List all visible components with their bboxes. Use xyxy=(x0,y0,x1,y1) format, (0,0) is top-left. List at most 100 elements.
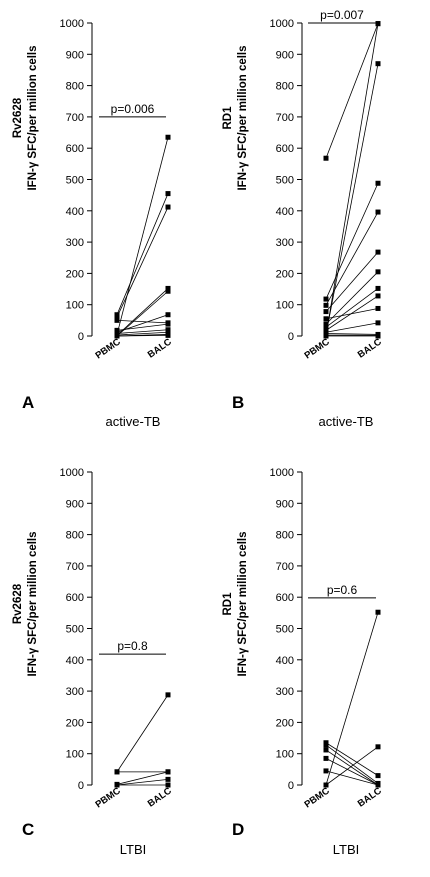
panel-d-group-label: LTBI xyxy=(333,842,360,857)
panel-d-point-pbmc-5 xyxy=(323,768,329,774)
panel-b-y-tick-label: 900 xyxy=(276,49,294,61)
panel-c-x-label-pbmc: PBMC xyxy=(93,785,122,810)
panel-c-point-balc-2 xyxy=(165,769,171,775)
panel-c-plot: 0 100 200 300 400 500 600 700 800 900 1000 PBMC BALC… xyxy=(60,467,174,811)
panel-b-point-balc-9 xyxy=(375,305,381,311)
panel-b-point-balc-3 xyxy=(375,180,381,186)
panel-d-y-tick-label: 600 xyxy=(276,592,294,604)
panel-a-y-tick-label: 1000 xyxy=(60,18,84,30)
panel-b-pair-line-6 xyxy=(325,271,379,325)
panel-b-x-label-balc: BALC xyxy=(356,336,384,360)
panel-b-y-tick-label: 500 xyxy=(276,175,294,187)
panel-b-p-value: p=0.007 xyxy=(320,8,364,22)
panel-a-pair-line-11 xyxy=(116,334,169,337)
panel-a-pair-line-7 xyxy=(116,323,169,331)
panel-a-point-balc-3 xyxy=(165,285,171,291)
panel-a-y-tick-label: 0 xyxy=(78,331,84,343)
panel-a-y-tick-label: 900 xyxy=(66,49,84,61)
panel-b-point-balc-6 xyxy=(375,269,381,275)
panel-c-ylabel-line1: Rv2628 xyxy=(12,583,24,624)
panel-d-x-label-pbmc: PBMC xyxy=(302,785,331,810)
panel-b-point-balc-1 xyxy=(375,21,381,27)
panel-a-pair-line-2 xyxy=(116,206,169,318)
panel-b-point-pbmc-6 xyxy=(323,321,329,327)
panel-a-point-balc-5 xyxy=(165,312,171,318)
panel-d-pair-line-5 xyxy=(325,770,379,786)
panel-a-ylabel-line2: IFN-γ SFC/per million cells xyxy=(27,45,39,190)
panel-a-pair-line-8 xyxy=(116,329,169,334)
panel-b-point-pbmc-13 xyxy=(323,333,329,339)
panel-a-y-tick-label: 700 xyxy=(66,112,84,124)
panel-a-point-balc-11 xyxy=(165,332,171,338)
panel-b-pair-line-3 xyxy=(325,183,379,300)
panel-b-x-label-pbmc: PBMC xyxy=(302,336,331,361)
panel-b-ylabel-line2: IFN-γ SFC/per million cells xyxy=(237,45,249,190)
panel-b-plot: 0 100 200 300 400 500 600 700 800 900 1000 PBMC BALC… xyxy=(270,8,384,362)
panel-d-y-tick-label: 400 xyxy=(276,655,294,667)
panel-a-p-value: p=0.006 xyxy=(111,102,155,116)
panel-a-point-balc-7 xyxy=(165,321,171,327)
panel-a-pair-line-4 xyxy=(116,290,169,337)
panel-c-pair-line-0 xyxy=(116,694,169,773)
panel-b-point-balc-13 xyxy=(375,333,381,339)
panel-b-point-balc-10 xyxy=(375,320,381,326)
panel-a-point-balc-4 xyxy=(165,288,171,294)
panel-c-ylabel-line2: IFN-γ SFC/per million cells xyxy=(27,531,39,676)
panel-b-pair-line-5 xyxy=(325,251,379,312)
panel-d-point-balc-1 xyxy=(375,773,381,779)
panel-a-pair-line-0 xyxy=(116,137,169,335)
panel-a-group-label: active-TB xyxy=(106,414,161,429)
panel-a-ylabel-line1: Rv2628 xyxy=(12,97,24,138)
panel-c-point-balc-3 xyxy=(165,776,171,782)
panel-a-point-pbmc-2 xyxy=(114,314,120,320)
panel-b-pair-line-10 xyxy=(325,322,379,333)
panel-b-pair-line-11 xyxy=(325,333,379,335)
panel-c-y-tick-label: 300 xyxy=(66,686,84,698)
panel-b-point-balc-7 xyxy=(375,285,381,291)
panel-b-pair-line-4 xyxy=(325,211,379,306)
panel-c-pair-line-2 xyxy=(116,771,169,785)
panel-b-y-tick-label: 0 xyxy=(288,331,294,343)
panel-d-y-tick-label: 200 xyxy=(276,717,294,729)
panel-a-y-tick-label: 800 xyxy=(66,81,84,93)
panel-d-p-value: p=0.6 xyxy=(327,583,358,597)
panel-d-point-pbmc-3 xyxy=(323,747,329,753)
panel-a-x-label-balc: BALC xyxy=(146,336,174,360)
panel-d-pair-line-6 xyxy=(325,746,379,786)
panel-b-pair-line-1 xyxy=(325,23,379,159)
panel-d-pair-line-1 xyxy=(325,742,379,776)
panel-b-point-pbmc-4 xyxy=(323,302,329,308)
panel-a-point-balc-0 xyxy=(165,134,171,140)
panel-a-y-tick-label: 300 xyxy=(66,237,84,249)
panel-b-pair-line-8 xyxy=(325,295,379,331)
panel-d-y-tick-label: 800 xyxy=(276,530,294,542)
panel-c-group-label: LTBI xyxy=(120,842,147,857)
panel-c: Rv2628 IFN-γ SFC/per million cells C LTB… xyxy=(12,531,146,857)
panel-d-y-tick-label: 500 xyxy=(276,624,294,636)
panel-d-point-pbmc-2 xyxy=(323,742,329,748)
panel-b-y-tick-label: 400 xyxy=(276,206,294,218)
panel-b-ylabel-line1: RD1 xyxy=(222,106,234,130)
panel-a-point-pbmc-7 xyxy=(114,327,120,333)
panel-b-point-pbmc-9 xyxy=(323,316,329,322)
panel-d-pair-line-4 xyxy=(325,758,379,786)
panel-d-pair-line-3 xyxy=(325,749,379,786)
panel-c-y-tick-label: 800 xyxy=(66,530,84,542)
panel-c-point-balc-0 xyxy=(165,692,171,698)
panel-b-point-pbmc-3 xyxy=(323,296,329,302)
panel-d-ylabel-line2: IFN-γ SFC/per million cells xyxy=(237,531,249,676)
panel-d-point-pbmc-4 xyxy=(323,755,329,761)
panel-a-y-tick-label: 400 xyxy=(66,206,84,218)
panel-a-letter: A xyxy=(22,393,34,412)
panel-b-point-balc-5 xyxy=(375,249,381,255)
panel-b-pair-line-9 xyxy=(325,308,379,320)
panel-b-point-pbmc-7 xyxy=(323,324,329,330)
panel-c-y-tick-label: 900 xyxy=(66,498,84,510)
panel-b-y-tick-label: 200 xyxy=(276,268,294,280)
panel-c-y-tick-label: 400 xyxy=(66,655,84,667)
panel-c-y-tick-label: 0 xyxy=(78,780,84,792)
panel-d-letter: D xyxy=(232,820,244,839)
panel-b-y-tick-label: 300 xyxy=(276,237,294,249)
panel-c-x-label-balc: BALC xyxy=(146,785,174,809)
panel-c-y-tick-label: 500 xyxy=(66,624,84,636)
